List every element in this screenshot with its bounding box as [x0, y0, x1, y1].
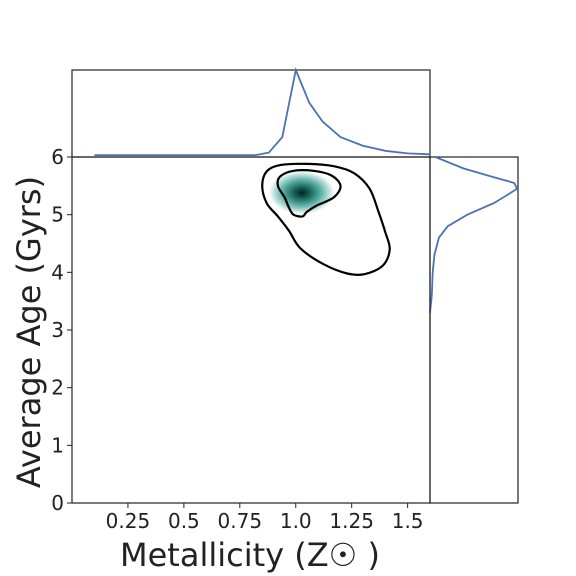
y-axis-ticks: 0 1 2 3 4 5 6 [51, 145, 72, 515]
x-axis-ticks: 0.25 0.5 0.75 1.0 1.25 1.5 [106, 503, 424, 533]
y-tick-label: 5 [51, 203, 64, 227]
y-axis-label: Average Age (Gyrs) [10, 176, 48, 488]
y-tick-label: 1 [51, 433, 64, 457]
outer-contour [261, 162, 391, 277]
age-marginal-density-line [429, 156, 519, 313]
x-tick-label: 0.25 [106, 509, 151, 533]
x-tick-label: 0.75 [218, 509, 263, 533]
y-tick-label: 4 [51, 260, 64, 284]
density-fill [267, 169, 337, 216]
y-tick-label: 2 [51, 376, 64, 400]
y-tick-label: 0 [51, 491, 64, 515]
x-tick-label: 1.0 [280, 509, 312, 533]
metallicity-marginal-density-line [94, 66, 431, 156]
joint-density-plot [261, 162, 391, 277]
x-axis-label: Metallicity (Z☉ ) [120, 536, 380, 574]
x-tick-label: 1.25 [329, 509, 374, 533]
top-marginal-frame [71, 69, 431, 158]
x-tick-label: 1.5 [392, 509, 424, 533]
right-marginal-frame [429, 156, 519, 504]
inner-contour [276, 169, 342, 218]
x-tick-label: 0.5 [168, 509, 200, 533]
y-tick-label: 3 [51, 318, 64, 342]
joint-plot-frame [71, 156, 431, 504]
y-tick-label: 6 [51, 145, 64, 169]
